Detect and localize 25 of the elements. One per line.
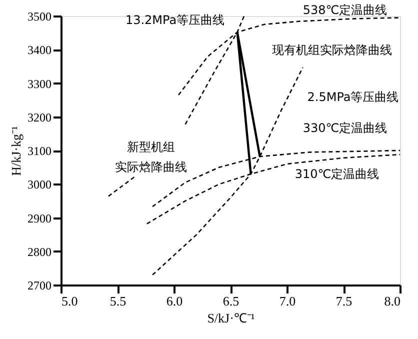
- x-tick-label: 6.5: [222, 294, 240, 308]
- y-tick-label: 3100: [28, 144, 52, 158]
- y-tick-label: 2800: [28, 244, 52, 259]
- annotation: 新型机组实际焓降曲线: [115, 140, 187, 174]
- y-tick-label: 3500: [28, 10, 52, 24]
- x-tick-label: 5.5: [110, 294, 126, 308]
- x-tick-label: 7.5: [336, 294, 352, 308]
- annotation: 330℃定温曲线: [302, 121, 388, 135]
- y-tick-label: 2900: [28, 211, 52, 226]
- x-tick-label: 8.0: [384, 294, 400, 308]
- y-tick-label: 3200: [28, 110, 52, 124]
- annotation: 538℃定温曲线: [302, 3, 388, 17]
- annotation: 13.2MPa等压曲线: [125, 13, 225, 27]
- y-axis-title: H/kJ·kg⁻¹: [8, 126, 24, 176]
- y-tick-label: 3400: [28, 43, 52, 58]
- y-tick-label: 3000: [28, 178, 52, 192]
- x-tick-label: 7.0: [279, 294, 296, 308]
- annotation: 2.5MPa等压曲线: [307, 90, 399, 104]
- annotation: 310℃定温曲线: [294, 167, 380, 181]
- x-axis-title: S/kJ·℃⁻¹: [207, 310, 255, 326]
- x-tick-label: 5.0: [62, 294, 78, 308]
- annotation: 现有机组实际焓降曲线: [272, 43, 392, 57]
- y-tick-label: 3300: [28, 76, 52, 91]
- x-tick-label: 6.0: [166, 294, 183, 308]
- y-tick-label: 2700: [28, 278, 52, 292]
